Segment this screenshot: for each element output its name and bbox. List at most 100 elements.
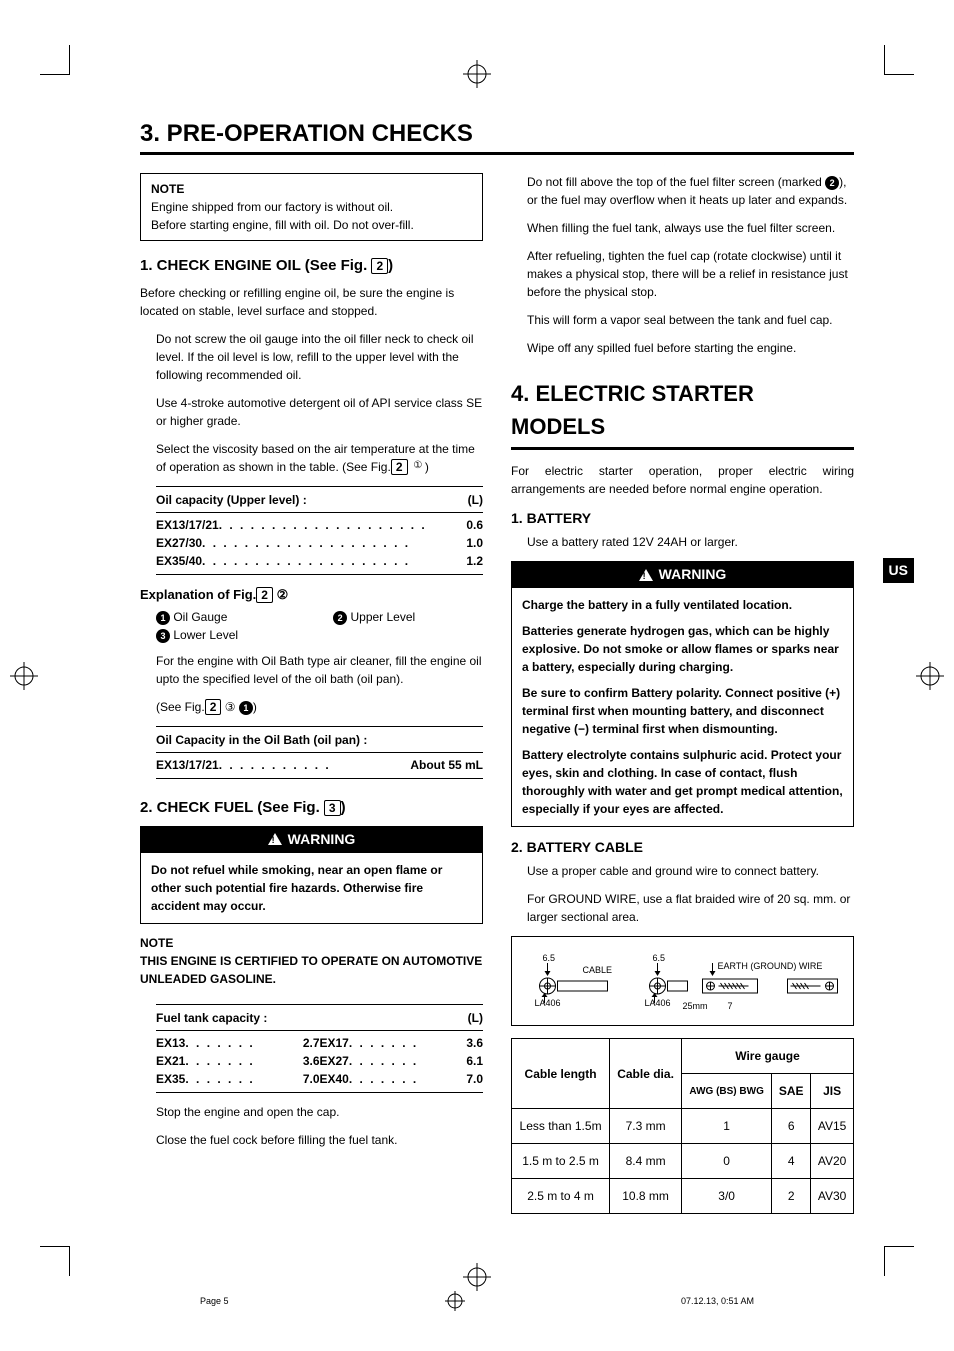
section-3-heading: 3. PRE-OPERATION CHECKS [140,120,854,155]
model: EX13 [156,1034,185,1052]
right-column: Do not fill above the top of the fuel fi… [511,173,854,1231]
warning-bar: WARNING [511,561,854,588]
check-fuel-heading: 2. CHECK FUEL (See Fig. 3) [140,797,483,820]
registration-mark-top [463,60,491,88]
dots: . . . . . . . [185,1034,302,1052]
note-text: THIS ENGINE IS CERTIFIED TO OPERATE ON A… [140,952,483,988]
warning-text: Batteries generate hydrogen gas, which c… [522,622,843,676]
svg-text:6.5: 6.5 [653,953,666,963]
crop-mark-br [884,1246,914,1276]
crop-mark-bl [40,1246,70,1276]
value: 1.2 [466,552,483,570]
fuel-p2: Close the fuel cock before filling the f… [156,1131,483,1149]
table-header: Oil capacity (Upper level) : [156,491,307,509]
value: 6.1 [466,1052,483,1070]
fuel-capacity-table: Fuel tank capacity :(L) EX13 . . . . . .… [156,1004,483,1093]
page-number: Page 5 [200,1296,229,1306]
page-footer: Page 5 07.12.13, 0:51 AM [0,1291,954,1311]
col-header: JIS [811,1074,854,1109]
note-line: Before starting engine, fill with oil. D… [151,216,472,234]
value: 0.6 [466,516,483,534]
fuel-p1: Stop the engine and open the cap. [156,1103,483,1121]
cell: AV20 [811,1144,854,1179]
note-label: NOTE [151,180,472,198]
value: 2.7 [303,1034,320,1052]
value: 7.0 [303,1070,320,1088]
svg-text:LA406: LA406 [535,998,561,1008]
table-header: Oil Capacity in the Oil Bath (oil pan) : [156,731,367,749]
explanation-heading: Explanation of Fig.2 ② [140,585,483,605]
note-box-1: NOTE Engine shipped from our factory is … [140,173,483,241]
registration-mark-right [916,662,944,690]
svg-text:25mm: 25mm [683,1001,708,1011]
warning-text: Charge the battery in a fully ventilated… [522,596,843,614]
value: 7.0 [466,1070,483,1088]
bullet-icon: 2 [825,176,839,190]
bullet-icon: 3 [156,629,170,643]
dots: . . . . . . . [349,1070,466,1088]
legend-item: Upper Level [350,610,415,624]
cell: AV30 [811,1179,854,1214]
table-unit: (L) [468,491,483,509]
cable-diagram: 6.5 CABLE LA406 6.5 [511,936,854,1026]
oilbath-capacity-table: Oil Capacity in the Oil Bath (oil pan) :… [156,726,483,779]
warning-text: Be sure to confirm Battery polarity. Con… [522,684,843,738]
col-header: Cable dia. [610,1039,682,1109]
cell: 10.8 mm [610,1179,682,1214]
model: EX21 [156,1052,185,1070]
cell: 2.5 m to 4 m [512,1179,610,1214]
table-row: 1.5 m to 2.5 m8.4 mm04AV20 [512,1144,854,1179]
timestamp: 07.12.13, 0:51 AM [681,1296,754,1306]
value: 1.0 [466,534,483,552]
bullet-icon: 1 [156,611,170,625]
warning-bar: WARNING [140,826,483,853]
sec4-intro: For electric starter operation, proper e… [511,462,854,498]
note-label: NOTE [140,934,483,952]
dots: . . . . . . . [185,1052,302,1070]
cell: Less than 1.5m [512,1109,610,1144]
fig-ref: 3 [324,800,341,816]
circled-ref: ③ [225,700,236,714]
oil-p2: Use 4-stroke automotive detergent oil of… [156,394,483,430]
bullet-icon: 2 [333,611,347,625]
table-row: 2.5 m to 4 m10.8 mm3/02AV30 [512,1179,854,1214]
battery-heading: 1. BATTERY [511,508,854,529]
registration-mark-footer [445,1291,465,1311]
fig-ref: 2 [256,587,273,603]
table-row: Less than 1.5m7.3 mm16AV15 [512,1109,854,1144]
svg-text:7: 7 [728,1001,733,1011]
cell: 1.5 m to 2.5 m [512,1144,610,1179]
registration-mark-bottom [463,1263,491,1291]
dots: . . . . . . . [349,1052,466,1070]
text: (See Fig. [156,700,205,714]
heading-text: 1. CHECK ENGINE OIL (See Fig. [140,257,371,274]
fig-ref: 2 [371,258,388,274]
svg-text:EARTH (GROUND) WIRE: EARTH (GROUND) WIRE [718,961,823,971]
text: ) [425,460,429,474]
svg-text:LA406: LA406 [645,998,671,1008]
model: EX27/30 [156,534,202,552]
warning-label: WARNING [288,829,356,850]
note-2: NOTE THIS ENGINE IS CERTIFIED TO OPERATE… [140,934,483,988]
battery-warning-body: Charge the battery in a fully ventilated… [511,588,854,827]
text: Explanation of Fig. [140,587,256,602]
warning-label: WARNING [659,564,727,585]
text: Do not fill above the top of the fuel fi… [527,175,825,189]
legend-item: Lower Level [173,628,238,642]
dots: . . . . . . . . . . . [219,756,411,774]
registration-mark-left [10,662,38,690]
model: EX27 [320,1052,349,1070]
right-p3: After refueling, tighten the fuel cap (r… [527,247,854,301]
section-4-heading: 4. ELECTRIC STARTER MODELS [511,377,854,450]
heading-close: ) [341,799,346,816]
circled-ref: ① [411,460,425,474]
oil-capacity-table: Oil capacity (Upper level) :(L) EX13/17/… [156,486,483,575]
cable-p1: Use a proper cable and ground wire to co… [527,862,854,880]
warning-text: Do not refuel while smoking, near an ope… [151,861,472,915]
oil-p1: Do not screw the oil gauge into the oil … [156,330,483,384]
value: 3.6 [466,1034,483,1052]
oil-intro: Before checking or refilling engine oil,… [140,284,483,320]
oilbath-ref: (See Fig.2 ③ 1) [156,698,483,716]
model: EX35 [156,1070,185,1088]
oil-p3: Select the viscosity based on the air te… [156,440,483,476]
